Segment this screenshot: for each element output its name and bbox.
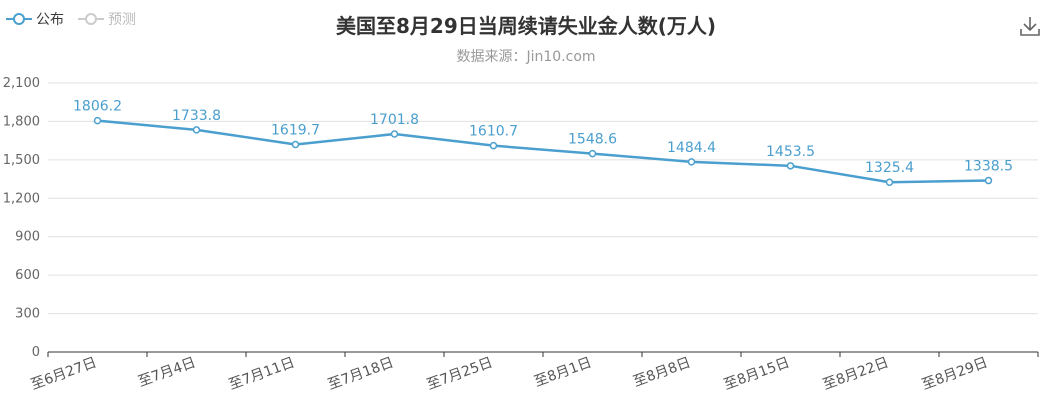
y-tick-label: 1,800 bbox=[3, 114, 40, 129]
data-label: 1806.2 bbox=[73, 99, 122, 115]
chart-subtitle: 数据来源：Jin10.com bbox=[456, 49, 596, 65]
data-point bbox=[489, 141, 498, 150]
data-point bbox=[786, 162, 795, 170]
y-tick-label: 2,100 bbox=[3, 76, 40, 91]
y-tick-label: 0 bbox=[32, 345, 40, 360]
x-tick-label: 至8月8日 bbox=[631, 355, 693, 390]
data-point bbox=[93, 116, 102, 125]
x-tick-label: 至8月29日 bbox=[920, 355, 990, 394]
legend-label-publish: 公布 bbox=[36, 12, 64, 28]
x-tick-label: 至8月1日 bbox=[532, 355, 594, 390]
data-point bbox=[390, 130, 399, 138]
x-tick-label: 至7月25日 bbox=[425, 355, 495, 394]
data-label: 1453.5 bbox=[766, 144, 815, 160]
y-tick-label: 600 bbox=[15, 268, 40, 283]
data-label: 1610.7 bbox=[469, 124, 518, 140]
data-label: 1701.8 bbox=[370, 112, 419, 128]
data-point bbox=[192, 126, 201, 134]
data-label: 1325.4 bbox=[865, 160, 914, 176]
data-label: 1619.7 bbox=[271, 123, 320, 139]
chart-title: 美国至8月29日当周续请失业金人数(万人) bbox=[335, 14, 717, 38]
x-tick-label: 至7月18日 bbox=[326, 355, 396, 394]
data-label: 1548.6 bbox=[568, 132, 617, 148]
legend-label-forecast: 预测 bbox=[108, 12, 136, 28]
data-label: 1484.4 bbox=[667, 140, 716, 156]
data-point bbox=[687, 158, 696, 166]
download-icon[interactable] bbox=[1018, 14, 1042, 38]
y-tick-label: 1,200 bbox=[3, 191, 40, 206]
legend-item-forecast[interactable]: 预测 bbox=[78, 9, 136, 29]
legend-item-publish[interactable]: 公布 bbox=[6, 9, 64, 29]
line-marker-icon bbox=[6, 13, 32, 25]
data-label: 1338.5 bbox=[964, 159, 1013, 175]
x-tick-label: 至7月11日 bbox=[227, 355, 297, 394]
x-tick-label: 至6月27日 bbox=[29, 355, 99, 394]
x-tick-label: 至7月4日 bbox=[136, 355, 198, 390]
data-point bbox=[984, 176, 993, 185]
data-point bbox=[291, 140, 300, 149]
y-tick-label: 900 bbox=[15, 230, 40, 245]
legend: 公布 预测 bbox=[6, 9, 136, 29]
series-line bbox=[97, 119, 989, 184]
data-point bbox=[885, 178, 894, 186]
data-point bbox=[588, 149, 597, 158]
data-label: 1733.8 bbox=[172, 108, 221, 124]
y-tick-label: 1,500 bbox=[3, 153, 40, 168]
x-tick-label: 至8月22日 bbox=[821, 355, 891, 394]
y-tick-label: 300 bbox=[15, 307, 40, 322]
line-marker-icon bbox=[78, 13, 104, 25]
x-tick-label: 至8月15日 bbox=[722, 355, 792, 394]
